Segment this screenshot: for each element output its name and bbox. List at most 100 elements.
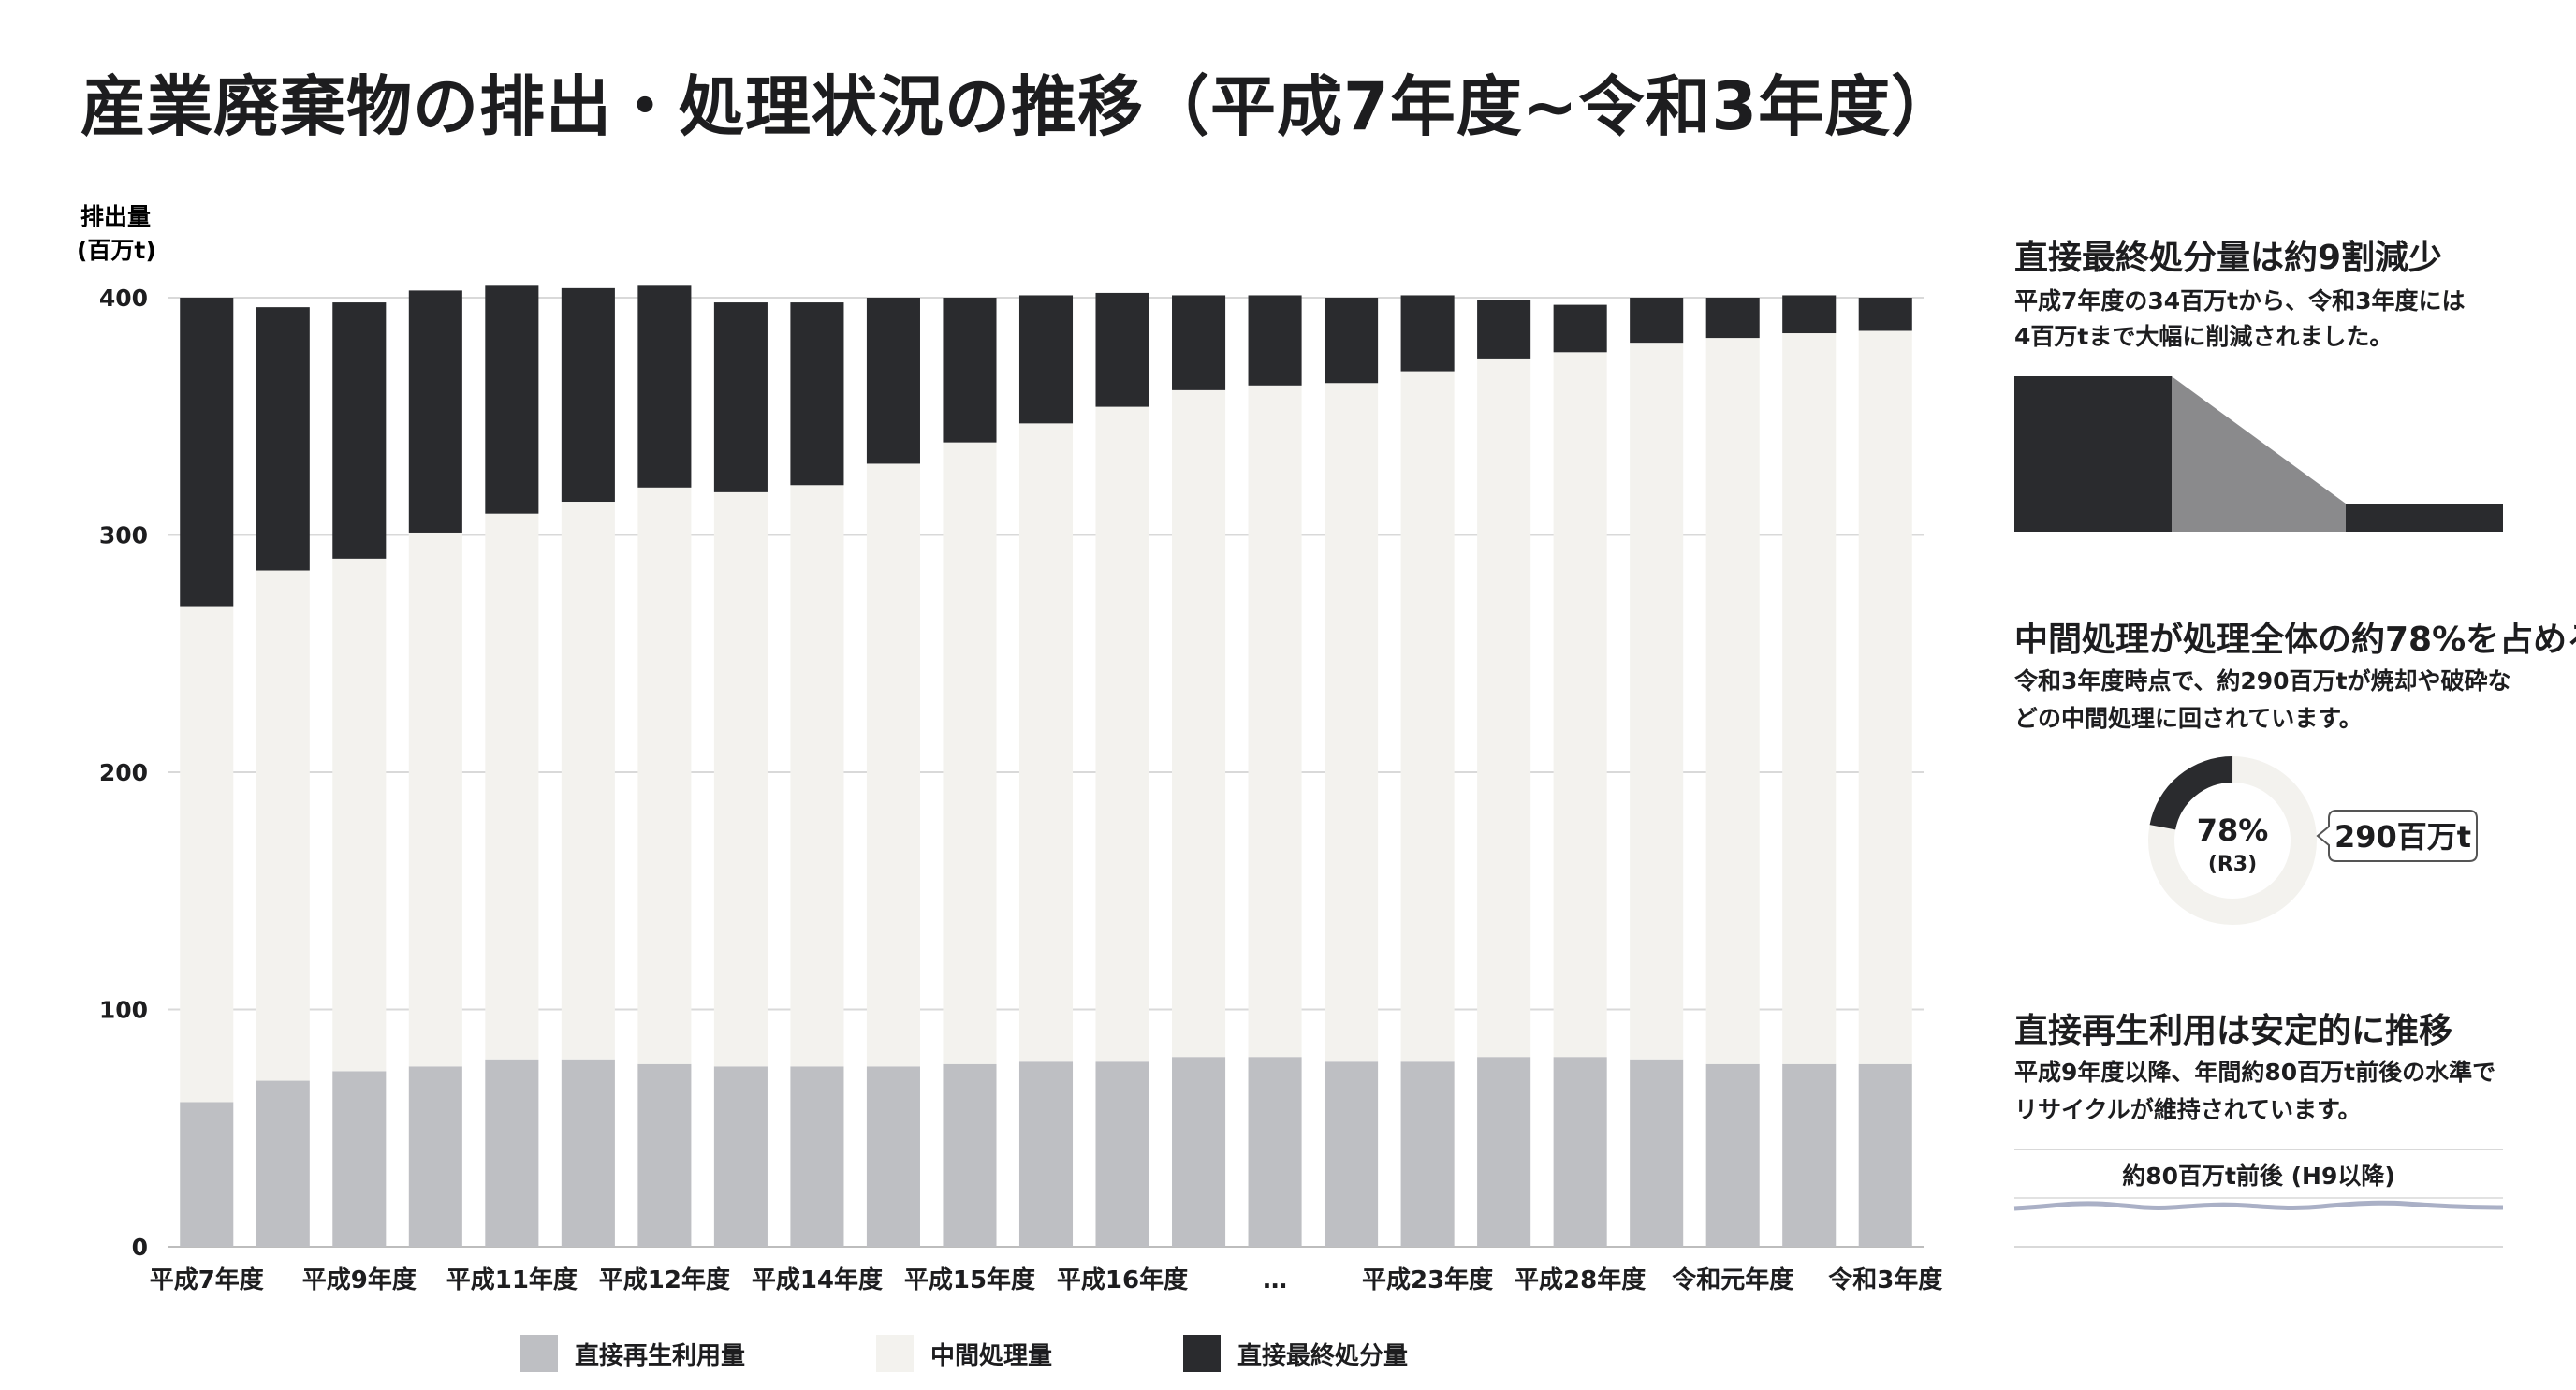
bar-segment-direct-recycle <box>790 1066 844 1247</box>
card2-line1: 令和3年度時点で、約290百万tが焼却や破砕な <box>2014 667 2511 695</box>
callout-box <box>2316 810 2478 862</box>
x-axis-ticks: 平成7年度 平成9年度 平成11年度 平成12年度 平成14年度 平成15年度 平成16年度… <box>150 1266 1943 1295</box>
legend-swatch-direct-recycle <box>520 1335 558 1372</box>
bar-segment-final-disposal <box>1248 295 1302 386</box>
bar-segment-intermediate <box>1858 330 1912 1064</box>
bar-segment-final-disposal <box>1705 298 1760 339</box>
bar-segment-direct-recycle <box>1858 1063 1912 1247</box>
bar-segment-direct-recycle <box>1172 1057 1226 1247</box>
bar-segment-final-disposal <box>1018 295 1074 424</box>
bars <box>180 285 1912 1247</box>
bar-segment-direct-recycle <box>1095 1061 1149 1247</box>
legend-label-intermediate: 中間処理量 <box>930 1341 1053 1370</box>
bar-segment-direct-recycle <box>866 1066 920 1247</box>
bar-segment-direct-recycle <box>1705 1063 1760 1247</box>
bar-segment-final-disposal <box>256 307 310 571</box>
bar-segment-direct-recycle <box>1630 1059 1684 1247</box>
bar-segment-direct-recycle <box>332 1071 387 1247</box>
legend-swatch-final-disposal <box>1183 1335 1222 1372</box>
card1-heading: 直接最終処分量は約9割減少 <box>2014 239 2443 277</box>
y-axis-label-line2: (百万t) <box>77 237 156 264</box>
x-tick-label: 平成11年度 <box>446 1266 578 1295</box>
bar-segment-final-disposal <box>713 302 768 492</box>
card3-line2: リサイクルが維持されています。 <box>2014 1096 2362 1123</box>
bar-segment-final-disposal <box>1400 295 1455 372</box>
x-tick-label: 平成7年度 <box>150 1266 264 1295</box>
page-title: 産業廃棄物の排出・処理状況の推移（平成7年度~令和3年度） <box>80 68 1958 145</box>
bar-segment-direct-recycle <box>485 1059 539 1247</box>
bar-segment-direct-recycle <box>408 1066 462 1247</box>
x-tick-label: 平成9年度 <box>302 1266 417 1295</box>
bar-segment-intermediate <box>1248 385 1302 1058</box>
bar-segment-intermediate <box>713 491 768 1067</box>
bar-segment-intermediate <box>1782 333 1837 1064</box>
donut-percent: 78% <box>2197 812 2269 848</box>
x-tick-label: 平成23年度 <box>1362 1266 1493 1295</box>
slope-block-mid <box>2172 376 2346 532</box>
bar-segment-final-disposal <box>1477 300 1531 359</box>
bar-segment-intermediate <box>866 463 920 1067</box>
y-tick-label: 400 <box>99 285 148 312</box>
bar-segment-direct-recycle <box>180 1102 234 1247</box>
bar-segment-final-disposal <box>790 302 844 486</box>
bar-segment-intermediate <box>943 442 997 1064</box>
bar-segment-final-disposal <box>637 285 692 488</box>
bar-segment-intermediate <box>790 485 844 1067</box>
slope-block-right <box>2346 504 2503 532</box>
bar-segment-direct-recycle <box>713 1066 768 1247</box>
bar-segment-direct-recycle <box>1477 1057 1531 1247</box>
card3-line1: 平成9年度以降、年間約80百万t前後の水準で <box>2014 1059 2496 1086</box>
bar-segment-intermediate <box>1705 338 1760 1064</box>
card2-line2: どの中間処理に回されています。 <box>2014 705 2363 732</box>
bar-segment-final-disposal <box>332 302 387 559</box>
bar-segment-intermediate <box>1477 358 1531 1058</box>
bar-segment-direct-recycle <box>943 1063 997 1247</box>
bar-segment-intermediate <box>256 570 310 1081</box>
bar-segment-direct-recycle <box>1018 1061 1074 1247</box>
bar-segment-direct-recycle <box>637 1063 692 1247</box>
legend: 直接再生利用量 中間処理量 直接最終処分量 <box>520 1335 1539 1372</box>
callout-text: 290百万t <box>2334 819 2471 855</box>
x-tick-label: 令和3年度 <box>1828 1266 1942 1295</box>
card2-heading: 中間処理が処理全体の約78%を占める <box>2014 621 2576 659</box>
legend-item-direct-recycle: 直接再生利用量 <box>520 1335 745 1372</box>
bar-segment-direct-recycle <box>1553 1057 1607 1247</box>
x-tick-label: 平成14年度 <box>752 1266 883 1295</box>
bar-segment-direct-recycle <box>1400 1061 1455 1247</box>
bar-segment-final-disposal <box>1325 298 1379 384</box>
bar-segment-intermediate <box>561 502 615 1060</box>
bar-segment-intermediate <box>1095 406 1149 1062</box>
donut-arc <box>2148 756 2317 925</box>
bar-segment-intermediate <box>332 558 387 1072</box>
bar-segment-direct-recycle <box>561 1059 615 1247</box>
legend-item-final-disposal: 直接最終処分量 <box>1183 1335 1408 1372</box>
card1-line1: 平成7年度の34百万tから、令和3年度には <box>2014 287 2466 315</box>
donut-sub: (R3) <box>2208 853 2257 876</box>
bar-segment-final-disposal <box>561 287 615 503</box>
y-tick-label: 300 <box>99 522 148 549</box>
slope-block-left <box>2014 376 2172 532</box>
bar-segment-intermediate <box>1400 371 1455 1062</box>
x-tick-label: 平成16年度 <box>1057 1266 1188 1295</box>
bar-segment-intermediate <box>485 513 539 1060</box>
bar-segment-intermediate <box>1172 389 1226 1058</box>
bar-segment-final-disposal <box>1782 295 1837 334</box>
bar-segment-intermediate <box>1630 343 1684 1060</box>
bar-segment-intermediate <box>408 532 462 1067</box>
legend-item-intermediate: 中間処理量 <box>876 1335 1052 1372</box>
y-axis-ticks: 0 100 200 300 400 <box>99 285 148 1261</box>
bar-segment-intermediate <box>1018 423 1074 1062</box>
bar-segment-final-disposal <box>485 285 539 514</box>
card3-heading: 直接再生利用は安定的に推移 <box>2014 1012 2453 1050</box>
bar-segment-final-disposal <box>180 298 234 607</box>
x-tick-label: 平成15年度 <box>904 1266 1035 1295</box>
band-trend-line <box>2013 1200 2504 1211</box>
card1-line2: 4百万tまで大幅に削減されました。 <box>2014 323 2393 350</box>
x-tick-label: 令和元年度 <box>1672 1266 1793 1295</box>
bar-segment-intermediate <box>1325 383 1379 1062</box>
y-tick-label: 200 <box>99 759 148 786</box>
x-tick-label: 平成28年度 <box>1515 1266 1646 1295</box>
bar-segment-final-disposal <box>943 298 997 443</box>
bar-segment-intermediate <box>180 606 234 1103</box>
